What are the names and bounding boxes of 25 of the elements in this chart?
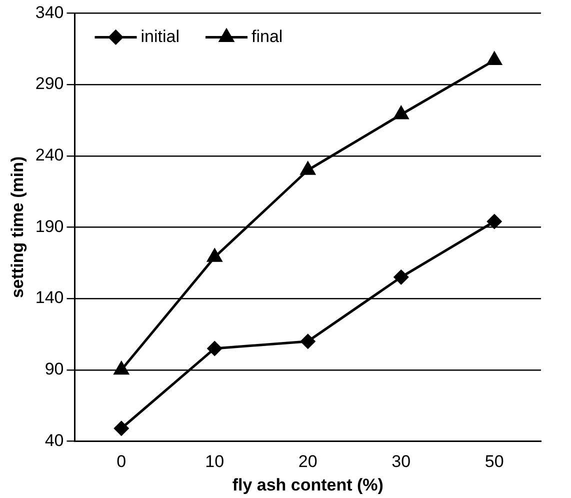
point <box>487 52 502 66</box>
y-tick-label: 90 <box>44 360 64 379</box>
x-tick-label: 30 <box>392 452 411 472</box>
y-tick-label: 40 <box>44 430 64 450</box>
x-tick-label: 10 <box>205 452 224 472</box>
y-tick-label: 240 <box>35 146 64 165</box>
y-tick-label: 290 <box>35 74 64 94</box>
x-tick-label: 50 <box>484 452 504 472</box>
x-axis-title: fly ash content (%) <box>232 475 384 494</box>
point <box>207 341 222 356</box>
point <box>114 421 129 436</box>
x-tick-label: 20 <box>298 452 318 472</box>
point <box>394 106 408 120</box>
point <box>300 162 316 175</box>
y-tick-label: 340 <box>35 2 64 22</box>
point <box>300 334 316 349</box>
point <box>394 270 408 284</box>
legend-label: final <box>252 26 283 46</box>
legend-label: initial <box>140 26 180 46</box>
y-tick-label: 140 <box>35 288 64 308</box>
y-tick-label: 190 <box>35 216 64 236</box>
y-axis-title: setting time (min) <box>8 156 27 298</box>
point <box>487 214 502 229</box>
x-tick-label: 0 <box>116 452 126 472</box>
point <box>207 248 222 262</box>
